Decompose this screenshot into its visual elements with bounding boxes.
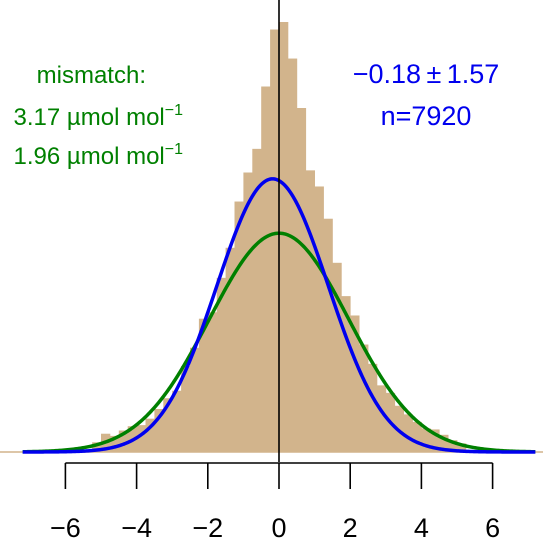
histogram-bar (261, 86, 271, 452)
histogram-bar (323, 218, 333, 452)
x-axis: −6 −4 −2 0 2 4 6 (50, 462, 500, 539)
histogram-bar (279, 22, 289, 452)
x-tick-label: 0 (271, 513, 286, 539)
histogram-bar (163, 398, 173, 452)
histogram-bar (341, 296, 351, 452)
mismatch-label: mismatch: (37, 62, 146, 89)
mismatch-annotation: mismatch: 3.17 µmol mol−1 1.96 µmol mol−… (14, 62, 184, 170)
histogram-bar (359, 344, 369, 452)
histogram-bar (198, 318, 209, 452)
histogram-bar (439, 434, 449, 452)
x-tick-label: −6 (50, 513, 81, 539)
histogram-bar (368, 363, 378, 452)
fit-stats: −0.18 ± 1.57 n=7920 (353, 59, 500, 131)
histogram-bar (305, 170, 315, 452)
histogram-bar (421, 428, 431, 452)
histogram-bar (332, 262, 342, 452)
histogram-bar (92, 442, 102, 452)
histogram-bar (314, 186, 324, 452)
fit-mean-sd: −0.18 ± 1.57 (353, 59, 500, 89)
x-tick-label: −4 (121, 513, 152, 539)
mismatch-value-1: 3.17 µmol mol−1 (14, 102, 184, 131)
histogram-bar (190, 347, 200, 452)
histogram-bar (172, 390, 182, 452)
histogram-bar (225, 247, 235, 452)
x-tick-label: −2 (192, 513, 223, 539)
histogram-bar (207, 312, 218, 452)
histogram-bar (154, 409, 164, 452)
sample-count: n=7920 (381, 101, 472, 131)
histogram-bar (376, 385, 387, 452)
histogram-bar (296, 108, 307, 452)
x-tick-label: 6 (485, 513, 500, 539)
histogram-bar (350, 315, 360, 452)
histogram-bar (403, 414, 413, 452)
histogram-bar (136, 425, 146, 452)
x-tick-label: 2 (343, 513, 358, 539)
histogram-bar (430, 429, 440, 452)
histogram-bar (270, 29, 280, 453)
histogram-bar (145, 418, 155, 452)
histogram-bar (243, 172, 253, 452)
histogram-bar (234, 201, 244, 452)
histogram-bar (412, 421, 422, 452)
histogram-bar (287, 58, 298, 453)
histogram-bar (181, 366, 191, 452)
histogram-bar (109, 435, 120, 452)
mismatch-value-2: 1.96 µmol mol−1 (14, 141, 184, 170)
x-tick-label: 4 (414, 513, 429, 539)
histogram-bar (457, 443, 467, 452)
histogram-bar (448, 440, 458, 452)
histogram-bar (118, 430, 129, 452)
histogram-bar (252, 148, 262, 452)
histogram-bar (216, 277, 226, 452)
